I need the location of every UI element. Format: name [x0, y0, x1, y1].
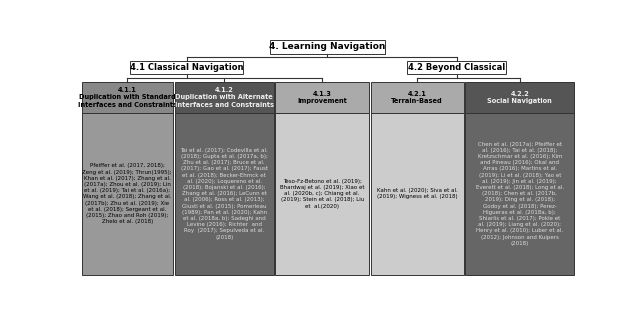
- Bar: [270, 40, 385, 54]
- Text: Tai et al. (2017); Codevilla et al.
(2018); Gupta et al. (2017a, b);
Zhu et al. : Tai et al. (2017); Codevilla et al. (201…: [180, 148, 268, 240]
- Text: Chen et al. (2017a); Pfeiffer et
al. (2016); Tai et al. (2018);
Kretzschmar et a: Chen et al. (2017a); Pfeiffer et al. (20…: [476, 142, 564, 246]
- Bar: [371, 113, 463, 275]
- Text: 4.2.2
Social Navigation: 4.2.2 Social Navigation: [488, 91, 552, 104]
- Bar: [175, 113, 274, 275]
- Bar: [81, 82, 173, 113]
- Text: 4.2 Beyond Classical: 4.2 Beyond Classical: [408, 63, 505, 72]
- Text: Teso-Fz-Betono et al. (2019);
Bhardwaj et al. (2019); Xiao et
al. (2020b, c); Ch: Teso-Fz-Betono et al. (2019); Bhardwaj e…: [280, 179, 364, 209]
- Bar: [275, 82, 369, 113]
- Text: 4.1.2
Duplication with Alternate
Interfaces and Constraints: 4.1.2 Duplication with Alternate Interfa…: [175, 87, 274, 108]
- Text: 4.1.1
Duplication with Standard
Interfaces and Constraints: 4.1.1 Duplication with Standard Interfac…: [78, 87, 177, 108]
- Bar: [131, 61, 243, 74]
- Bar: [371, 82, 463, 113]
- Bar: [275, 113, 369, 275]
- Bar: [81, 113, 173, 275]
- Text: 4. Learning Navigation: 4. Learning Navigation: [269, 42, 385, 51]
- Text: 4.2.1
Terrain-Based: 4.2.1 Terrain-Based: [391, 91, 443, 104]
- Bar: [465, 82, 575, 113]
- Text: Pfeiffer et al. (2017, 2018);
Zeng et al. (2019); Thrun(1995);
Khan et al. (2017: Pfeiffer et al. (2017, 2018); Zeng et al…: [83, 163, 172, 224]
- Bar: [407, 61, 506, 74]
- Bar: [175, 82, 274, 113]
- Text: Kahn et al. (2020); Siva et al.
(2019); Wigness et al. (2018): Kahn et al. (2020); Siva et al. (2019); …: [377, 188, 458, 199]
- Bar: [465, 113, 575, 275]
- Text: 4.1.3
Improvement: 4.1.3 Improvement: [298, 91, 347, 104]
- Text: 4.1 Classical Navigation: 4.1 Classical Navigation: [130, 63, 243, 72]
